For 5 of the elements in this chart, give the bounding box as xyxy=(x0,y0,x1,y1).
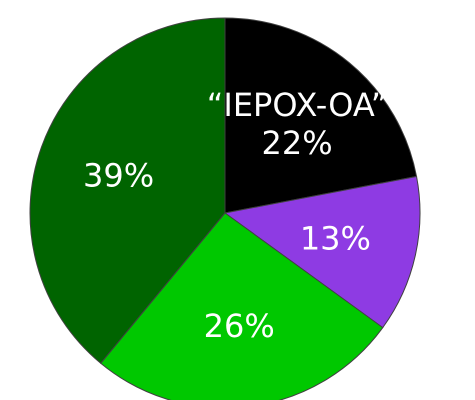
data-label: 22% xyxy=(262,124,333,162)
slice-label: “IEPOX-OA” xyxy=(206,86,388,124)
data-label: 13% xyxy=(300,220,371,258)
data-label: 26% xyxy=(204,307,275,346)
data-label: 39% xyxy=(83,156,154,195)
